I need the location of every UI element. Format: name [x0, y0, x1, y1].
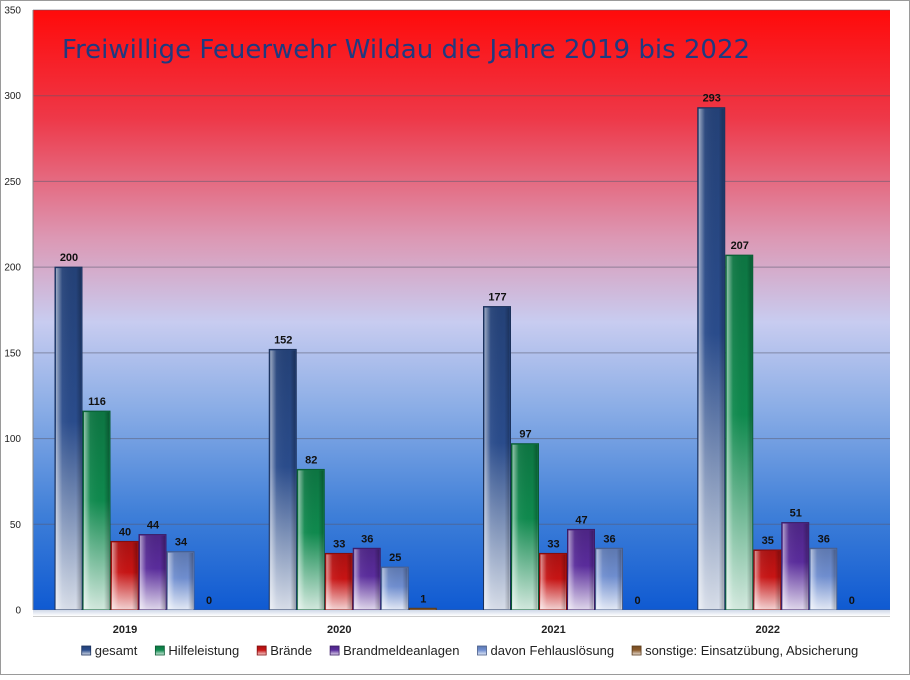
- y-tick-label: 0: [15, 606, 21, 617]
- legend-label: Brandmeldeanlagen: [343, 643, 459, 658]
- legend-item: gesamt: [81, 643, 138, 658]
- data-label: 200: [60, 252, 78, 264]
- data-label: 0: [634, 595, 640, 607]
- chart-floor: [33, 610, 890, 616]
- data-label: 0: [206, 595, 212, 607]
- data-label: 207: [731, 240, 749, 252]
- bar-highlight: [698, 108, 724, 609]
- data-label: 51: [790, 508, 802, 520]
- data-label: 152: [274, 334, 292, 346]
- bar-highlight: [726, 256, 752, 609]
- legend-item: Hilfeleistung: [154, 643, 239, 658]
- bar-highlight: [596, 549, 622, 609]
- legend: gesamt Hilfeleistung Brände Brandmeldeanlag…: [81, 643, 858, 658]
- bar-highlight: [56, 268, 81, 609]
- bar-highlight: [568, 530, 594, 609]
- bar-highlight: [540, 554, 566, 609]
- data-label: 36: [361, 533, 373, 545]
- data-label: 116: [88, 396, 106, 408]
- data-labels: 200 116 40 44 34 0 152 82 33 36 25 1 177 97 33 47 36 0 293…: [60, 93, 855, 607]
- data-label: 293: [703, 93, 721, 105]
- legend-swatch: [477, 645, 487, 656]
- plot-background: [33, 10, 890, 610]
- x-tick-label: 2020: [327, 624, 351, 636]
- bar-highlight: [270, 350, 296, 609]
- bar-highlight: [754, 551, 780, 609]
- legend-label: sonstige: Einsatzübung, Absicherung: [645, 643, 858, 658]
- bar-highlight: [382, 568, 408, 609]
- bar-highlight: [354, 549, 380, 609]
- legend-label: davon Fehlauslösung: [490, 643, 614, 658]
- bar-highlight: [140, 535, 165, 609]
- data-label: 33: [547, 538, 559, 550]
- bars: [54, 107, 838, 611]
- y-tick-label: 300: [4, 91, 21, 102]
- data-label: 0: [849, 595, 855, 607]
- data-label: 36: [818, 533, 830, 545]
- y-tick-label: 200: [4, 263, 21, 274]
- bar-highlight: [112, 542, 137, 609]
- data-label: 35: [762, 535, 774, 547]
- legend-item: Brandmeldeanlagen: [329, 643, 459, 658]
- bar-highlight: [168, 552, 193, 609]
- data-label: 33: [333, 538, 345, 550]
- data-label: 177: [488, 292, 506, 304]
- legend-item: sonstige: Einsatzübung, Absicherung: [631, 643, 858, 658]
- y-tick-label: 50: [10, 520, 22, 531]
- x-tick-label: 2021: [541, 624, 565, 636]
- data-label: 82: [305, 454, 317, 466]
- data-label: 34: [175, 537, 188, 549]
- legend-label: Hilfeleistung: [168, 643, 239, 658]
- bar-highlight: [810, 549, 836, 609]
- data-label: 1: [420, 593, 426, 605]
- legend-swatch: [329, 645, 340, 656]
- y-tick-label: 150: [4, 348, 21, 359]
- data-label: 44: [147, 520, 160, 532]
- legend-swatch: [81, 645, 92, 656]
- legend-swatch: [631, 645, 642, 656]
- data-label: 97: [519, 429, 531, 441]
- x-tick-label: 2019: [113, 624, 137, 636]
- data-label: 40: [119, 526, 131, 538]
- bar-highlight: [326, 554, 352, 609]
- legend-swatch: [154, 645, 165, 656]
- legend-label: gesamt: [95, 643, 138, 658]
- bar-highlight: [512, 444, 538, 609]
- bar-highlight: [84, 412, 109, 609]
- bar-highlight: [298, 470, 324, 609]
- legend-swatch: [256, 645, 267, 656]
- bar-highlight: [484, 307, 510, 609]
- chart-title: Freiwillige Feuerwehr Wildau die Jahre 2…: [62, 35, 750, 65]
- legend-label: Brände: [270, 643, 312, 658]
- legend-item: Brände: [256, 643, 312, 658]
- bar-sonstige-einsatzübung-absicherung-2020: [408, 607, 437, 611]
- y-tick-label: 100: [4, 434, 21, 445]
- legend-item: davon Fehlauslösung: [477, 643, 614, 658]
- data-label: 36: [603, 533, 615, 545]
- y-tick-label: 350: [4, 6, 21, 17]
- data-label: 47: [575, 514, 587, 526]
- x-tick-label: 2022: [756, 624, 780, 636]
- bar-highlight: [782, 523, 808, 609]
- y-tick-label: 250: [4, 177, 21, 188]
- data-label: 25: [389, 552, 401, 564]
